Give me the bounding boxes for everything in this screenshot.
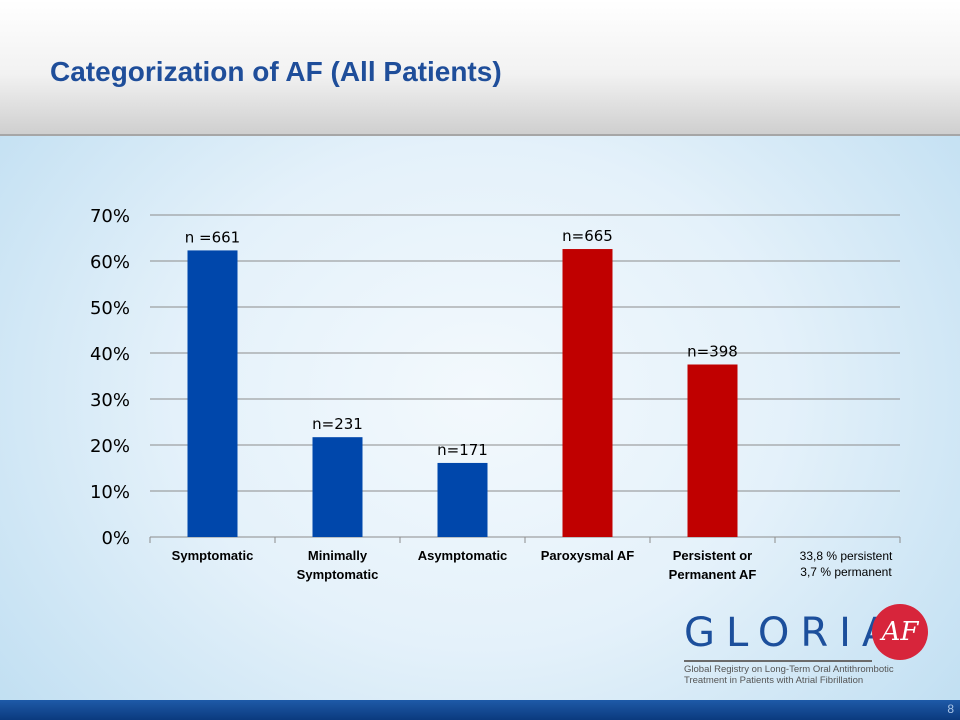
x-category-label: Paroxysmal AF <box>541 548 635 563</box>
logo-subtitle-line1: Global Registry on Long-Term Oral Antith… <box>684 664 894 675</box>
logo-wordmark: GLORIA <box>684 610 901 656</box>
y-tick-label: 10% <box>90 482 130 503</box>
y-tick-label: 70% <box>90 206 130 227</box>
logo-divider <box>684 660 872 662</box>
page-number: 8 <box>947 702 954 716</box>
x-category-label: Persistent or Permanent AF <box>669 548 757 582</box>
y-tick-label: 60% <box>90 252 130 273</box>
data-label: n=398 <box>687 343 738 361</box>
x-category-label: Minimally Symptomatic <box>297 548 379 582</box>
footer-bar: 8 <box>0 700 960 720</box>
logo-badge: AF <box>872 604 928 660</box>
x-category-label: Asymptomatic <box>418 548 508 563</box>
logo-subtitle-line2: Treatment in Patients with Atrial Fibril… <box>684 675 864 686</box>
bar <box>687 364 738 537</box>
y-tick-label: 40% <box>90 344 130 365</box>
x-category-label: Symptomatic <box>172 548 254 563</box>
logo-subtitle: Global Registry on Long-Term Oral Antith… <box>684 664 894 686</box>
note-permanent: 3,7 % permanent <box>800 565 892 579</box>
y-tick-label: 20% <box>90 436 130 457</box>
y-tick-label: 30% <box>90 390 130 411</box>
data-label: n=171 <box>437 441 488 459</box>
title-bar: Categorization of AF (All Patients) <box>0 0 960 136</box>
persistent-permanent-note: 33,8 % persistent 3,7 % permanent <box>786 548 906 580</box>
gloria-af-logo: GLORIA AF Global Registry on Long-Term O… <box>684 604 934 694</box>
data-label: n=665 <box>562 227 613 245</box>
data-label: n=231 <box>312 415 363 433</box>
bar <box>187 250 238 538</box>
y-tick-label: 50% <box>90 298 130 319</box>
note-persistent: 33,8 % persistent <box>799 549 893 563</box>
bar <box>312 437 363 537</box>
bar <box>437 462 488 537</box>
bar <box>562 249 613 538</box>
y-tick-label: 0% <box>101 528 130 549</box>
slide-title: Categorization of AF (All Patients) <box>50 56 502 87</box>
data-label: n =661 <box>185 228 240 246</box>
